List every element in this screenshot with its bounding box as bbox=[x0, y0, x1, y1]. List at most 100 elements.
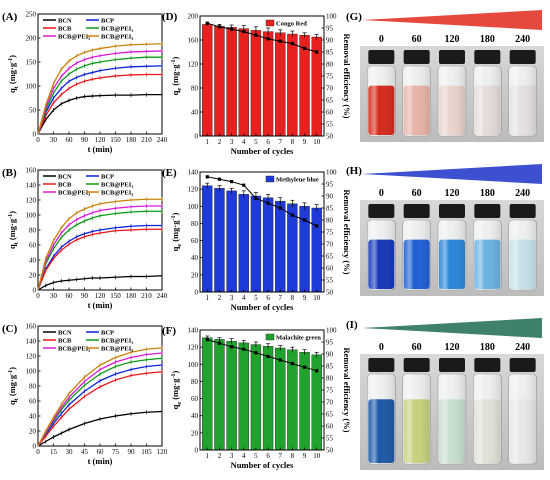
series-line bbox=[37, 93, 162, 135]
vial-panel-0: (G) 0 60 120 180 240 bbox=[346, 10, 544, 142]
y-right-axis-label: Removal efficiency (%) bbox=[342, 190, 352, 275]
bar-mark bbox=[275, 347, 286, 451]
y-tick-label: 20 bbox=[29, 428, 37, 436]
y-tick-label: 0 bbox=[195, 289, 199, 297]
x-tick-label: 9 bbox=[303, 138, 307, 146]
x-tick-label: 90 bbox=[81, 136, 89, 144]
x-axis-label: Number of cycles bbox=[231, 302, 294, 312]
legend-entry: Congo Red bbox=[276, 21, 307, 28]
kinetics-panel-1: 0 30 60 90 120 150 180 210 240 0 20 40 60 80 100 120 140… bbox=[2, 167, 168, 311]
x-tick-label: 15 bbox=[50, 448, 58, 456]
vial-time-label: 120 bbox=[445, 34, 460, 45]
efficiency-point bbox=[266, 354, 270, 358]
x-tick-label: 7 bbox=[278, 452, 282, 460]
x-tick-label: 5 bbox=[254, 138, 258, 146]
x-tick-label: 120 bbox=[157, 448, 168, 456]
y-axis-label: qe (mg·g-1) bbox=[170, 371, 183, 410]
legend-entry: BCB@PEI₁ bbox=[101, 181, 133, 188]
y-right-tick-label: 50 bbox=[326, 447, 334, 455]
legend-entry: BCN bbox=[58, 17, 72, 24]
kinetics-panel-0: 0 30 60 90 120 150 180 210 240 0 50 100 150 200 250 t (… bbox=[2, 11, 168, 155]
y-right-tick-label: 80 bbox=[326, 217, 334, 225]
y-tick-label: 100 bbox=[26, 212, 37, 220]
bar-mark bbox=[214, 188, 225, 293]
series-line bbox=[37, 228, 162, 291]
y-axis-label: qt (mg·g-1) bbox=[7, 55, 20, 93]
vial-time-label: 240 bbox=[515, 342, 530, 353]
y-right-tick-label: 95 bbox=[326, 339, 334, 347]
y-tick-label: 0 bbox=[33, 443, 37, 451]
y-right-axis-label: Removal efficiency (%) bbox=[342, 348, 352, 433]
x-tick-label: 240 bbox=[157, 292, 168, 300]
x-tick-label: 3 bbox=[230, 294, 234, 302]
vial-time-label: 0 bbox=[379, 188, 384, 199]
y-right-tick-label: 95 bbox=[326, 25, 334, 33]
y-tick-label: 120 bbox=[188, 186, 199, 194]
y-tick-label: 150 bbox=[26, 59, 37, 67]
y-tick-label: 250 bbox=[26, 11, 37, 19]
y-tick-label: 100 bbox=[188, 203, 199, 211]
y-tick-label: 120 bbox=[26, 197, 37, 205]
legend-entry: BCB@PEI₃ bbox=[101, 345, 133, 352]
vial-highlight bbox=[438, 220, 466, 290]
y-right-tick-label: 55 bbox=[326, 435, 334, 443]
y-tick-label: 140 bbox=[188, 327, 199, 335]
efficiency-point bbox=[315, 369, 319, 373]
efficiency-point bbox=[205, 21, 209, 25]
x-tick-label: 105 bbox=[141, 448, 152, 456]
vial-time-label: 240 bbox=[515, 34, 530, 45]
y-right-tick-label: 55 bbox=[326, 121, 334, 129]
x-tick-label: 180 bbox=[126, 292, 137, 300]
y-tick-label: 60 bbox=[29, 242, 37, 250]
x-tick-label: 6 bbox=[266, 138, 270, 146]
y-right-tick-label: 80 bbox=[326, 375, 334, 383]
y-tick-label: 80 bbox=[191, 85, 199, 93]
y-tick-label: 140 bbox=[26, 182, 37, 190]
y-tick-label: 100 bbox=[26, 83, 37, 91]
vial-cap bbox=[403, 358, 430, 372]
bar-mark bbox=[214, 339, 225, 451]
vial-highlight bbox=[367, 66, 396, 136]
panel-label: (A) bbox=[2, 11, 18, 23]
bar-mark bbox=[262, 197, 274, 293]
y-right-tick-label: 70 bbox=[326, 85, 334, 93]
x-tick-label: 1 bbox=[206, 294, 210, 302]
legend-entry: BCN bbox=[58, 173, 72, 180]
y-right-tick-label: 85 bbox=[326, 49, 334, 57]
bar-mark bbox=[311, 354, 322, 451]
y-right-tick-label: 95 bbox=[326, 181, 334, 189]
bar-mark bbox=[311, 207, 322, 293]
y-right-tick-label: 100 bbox=[326, 169, 337, 177]
y-axis-label: qt (mg·g-1) bbox=[7, 367, 20, 405]
efficiency-point bbox=[290, 42, 294, 46]
y-right-tick-label: 85 bbox=[326, 205, 334, 213]
y-tick-label: 40 bbox=[191, 109, 199, 117]
x-tick-label: 7 bbox=[278, 294, 282, 302]
x-tick-label: 10 bbox=[313, 294, 321, 302]
y-tick-label: 60 bbox=[191, 395, 199, 403]
vial-cap bbox=[474, 204, 501, 218]
vial-highlight bbox=[508, 220, 537, 290]
vial-cap bbox=[439, 358, 465, 372]
vial-cap bbox=[509, 204, 536, 218]
efficiency-point bbox=[230, 27, 234, 31]
vial-cap bbox=[368, 358, 395, 372]
panel-label: (C) bbox=[2, 323, 18, 335]
bar-mark bbox=[202, 24, 213, 137]
bar-mark bbox=[275, 32, 286, 137]
y-tick-label: 80 bbox=[29, 383, 37, 391]
vial-cap bbox=[474, 50, 501, 64]
y-right-tick-label: 60 bbox=[326, 109, 334, 117]
efficiency-point bbox=[302, 218, 307, 222]
x-tick-label: 240 bbox=[157, 136, 168, 144]
vial-cap bbox=[368, 204, 395, 218]
y-tick-label: 50 bbox=[29, 107, 37, 115]
y-tick-label: 140 bbox=[26, 338, 37, 346]
y-right-tick-label: 50 bbox=[326, 289, 334, 297]
y-right-tick-label: 65 bbox=[326, 411, 334, 419]
x-tick-label: 6 bbox=[266, 452, 270, 460]
efficiency-point bbox=[230, 345, 234, 349]
legend-entry: BCB bbox=[58, 25, 72, 32]
y-tick-label: 200 bbox=[26, 35, 37, 43]
x-tick-label: 90 bbox=[128, 448, 136, 456]
